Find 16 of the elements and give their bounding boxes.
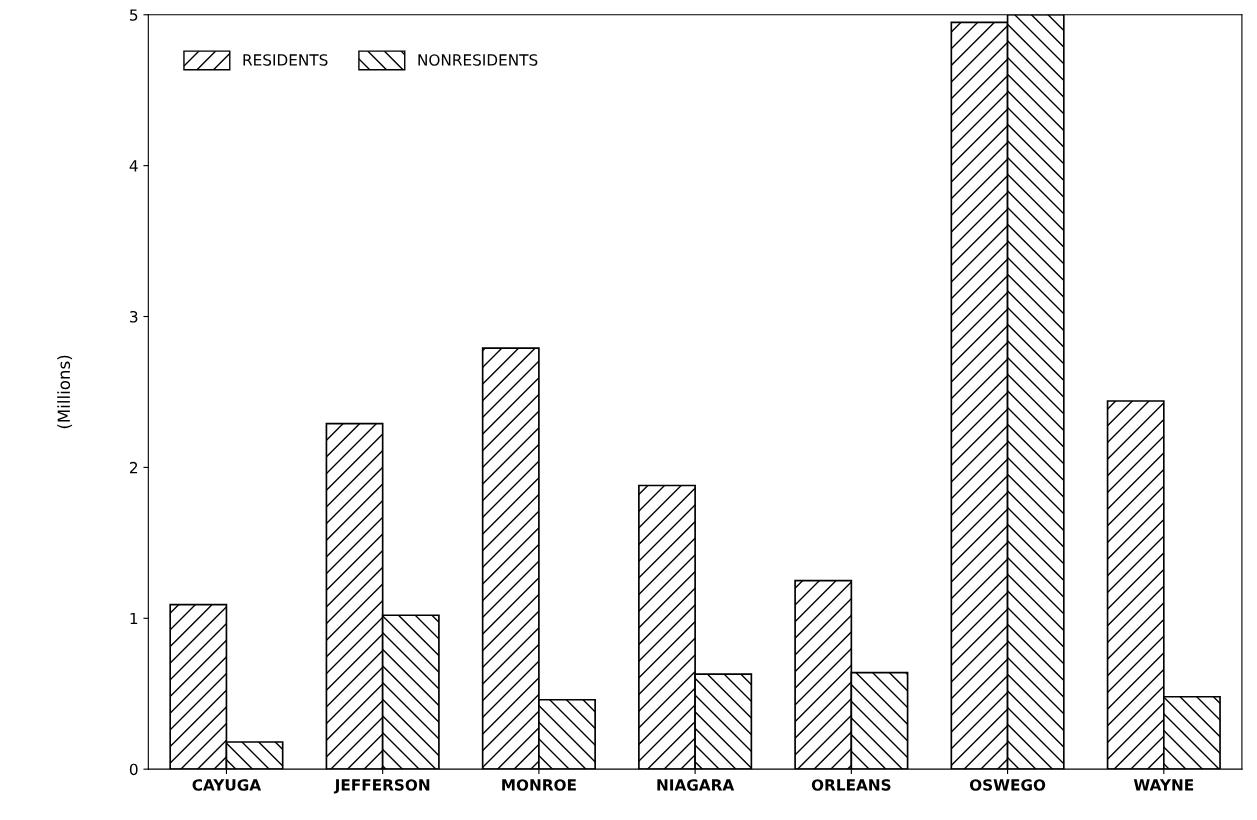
y-tick-label: 0 [129, 763, 138, 776]
legend-label: NONRESIDENTS [418, 54, 538, 66]
x-tick-label: ORLEANS [811, 779, 891, 791]
x-tick-label: NIAGARA [657, 779, 735, 791]
y-tick-label: 1 [130, 612, 138, 625]
legend-label: RESIDENTS [243, 54, 328, 66]
x-tick-label: MONROE [502, 779, 576, 791]
x-tick-label: CAYUGA [192, 779, 262, 791]
x-tick-label: JEFFERSON [333, 779, 430, 794]
y-axis-title: (Millions) [57, 355, 73, 429]
x-tick-label: WAYNE [1133, 779, 1194, 791]
y-tick-label: 5 [130, 9, 138, 21]
y-tick-label: 2 [130, 461, 138, 474]
y-tick-label: 4 [129, 160, 138, 172]
x-tick-label: OSWEGO [969, 779, 1046, 791]
y-tick-label: 3 [130, 310, 138, 323]
